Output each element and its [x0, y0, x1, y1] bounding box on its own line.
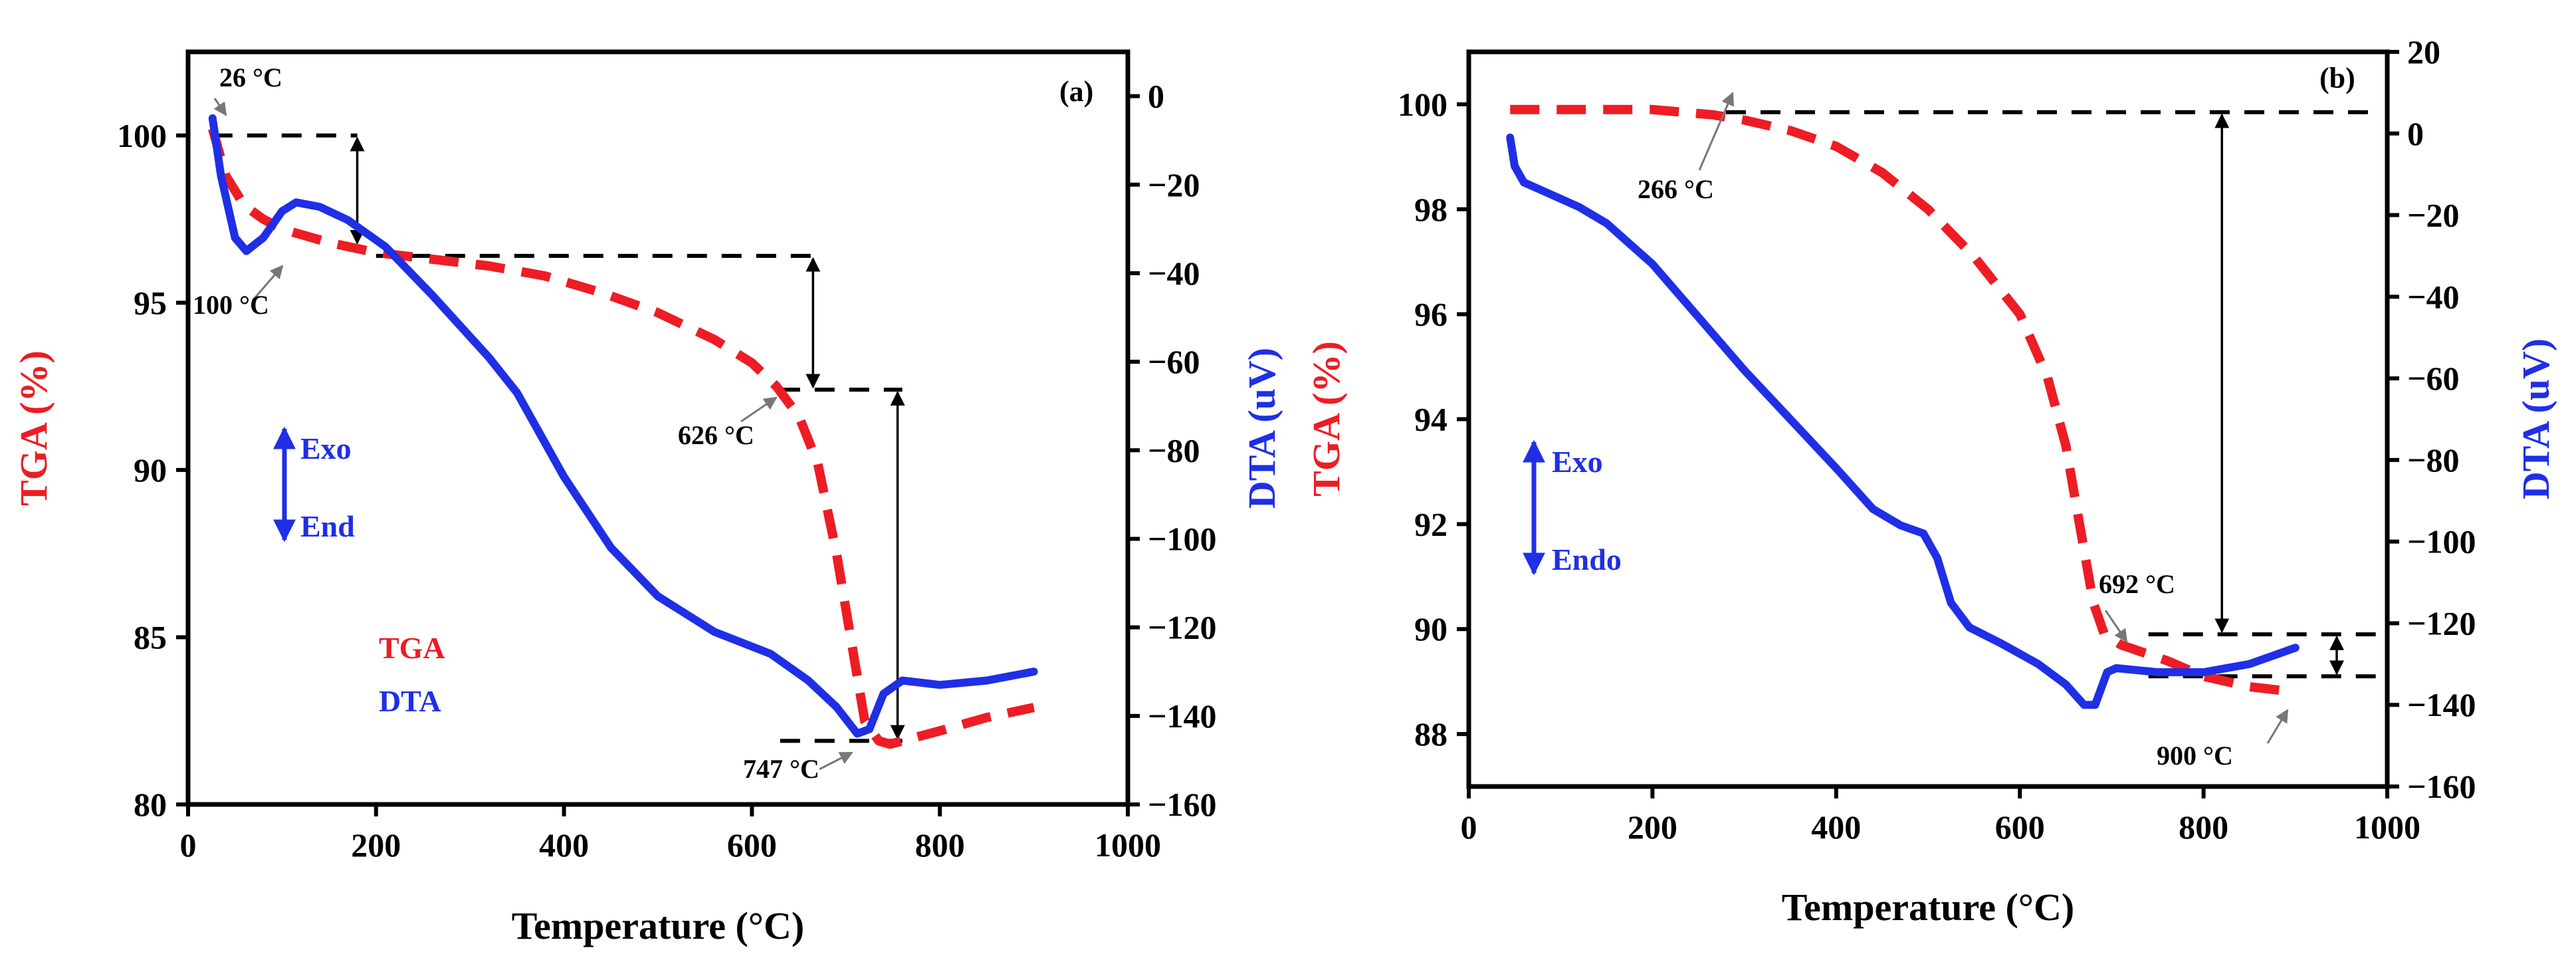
panel-label: (a) — [1059, 75, 1093, 108]
x-tick-label: 800 — [2179, 808, 2228, 846]
y-right-tick-label: −40 — [2407, 278, 2460, 315]
temperature-annotation: 747 °C — [743, 754, 819, 784]
y-right-tick-label: −80 — [2407, 441, 2460, 479]
y-right-axis-title: DTA (uV) — [2514, 338, 2557, 499]
temperature-annotation: 900 °C — [2157, 741, 2233, 771]
y-right-tick-label: −40 — [1148, 255, 1200, 292]
temperature-annotation: 100 °C — [193, 290, 269, 320]
x-axis-title: Temperature (°C) — [512, 904, 804, 947]
x-tick-label: 200 — [1628, 808, 1677, 846]
annotation-leader — [1698, 92, 1735, 171]
x-tick-label: 1000 — [2354, 808, 2420, 846]
annotation-leader — [740, 396, 778, 423]
temperature-annotation: 26 °C — [219, 62, 282, 92]
temperature-annotation: 692 °C — [2099, 569, 2175, 599]
y-left-tick-label: 95 — [134, 284, 167, 321]
y-right-tick-label: −20 — [2407, 197, 2460, 234]
endo-label: Endo — [1552, 542, 1622, 576]
exo-label: Exo — [1552, 445, 1603, 479]
legend-dta: DTA — [379, 684, 441, 718]
temperature-annotation: 626 °C — [678, 420, 754, 450]
y-right-tick-label: 20 — [2407, 33, 2440, 70]
dta-curve — [208, 114, 1038, 738]
x-tick-label: 400 — [1811, 808, 1861, 846]
annotation-leader — [213, 98, 227, 116]
y-left-tick-label: 92 — [1414, 505, 1448, 542]
y-left-tick-label: 98 — [1414, 191, 1448, 228]
y-left-tick-label: 90 — [1414, 610, 1448, 648]
y-right-tick-label: −120 — [1148, 609, 1217, 646]
y-right-tick-label: −140 — [1148, 697, 1217, 735]
y-left-tick-label: 100 — [1398, 86, 1448, 123]
y-right-tick-label: −100 — [2407, 523, 2476, 560]
exo-label: Exo — [300, 431, 352, 465]
plot-frame — [185, 49, 1130, 807]
y-left-tick-label: 80 — [134, 786, 167, 823]
y-left-tick-label: 100 — [117, 117, 167, 154]
y-right-tick-label: −80 — [1148, 431, 1200, 469]
legend-tga: TGA — [379, 631, 445, 665]
dta-curve — [1506, 133, 2300, 709]
annotation-leader — [819, 751, 853, 771]
temperature-annotation: 266 °C — [1638, 174, 1714, 204]
annotation-leader — [2104, 610, 2128, 643]
y-right-tick-label: −60 — [1148, 343, 1200, 380]
y-right-tick-label: 0 — [2407, 115, 2424, 152]
y-right-tick-label: −60 — [2407, 360, 2460, 397]
x-tick-label: 1000 — [1095, 826, 1161, 864]
y-left-tick-label: 96 — [1414, 296, 1448, 333]
y-right-tick-label: −140 — [2407, 686, 2476, 723]
y-right-tick-label: −20 — [1148, 166, 1200, 203]
panel-label: (b) — [2319, 62, 2355, 94]
x-tick-label: 0 — [180, 826, 197, 864]
y-left-tick-label: 85 — [134, 618, 167, 656]
x-tick-label: 0 — [1461, 808, 1477, 846]
y-left-tick-label: 90 — [134, 451, 167, 489]
tga-curve — [1510, 104, 2296, 697]
x-tick-label: 400 — [539, 826, 589, 864]
y-right-tick-label: −160 — [1148, 786, 1217, 823]
endo-label: End — [300, 509, 355, 543]
x-tick-label: 200 — [351, 826, 401, 864]
panel-a: 0 200 400 600 800 1000808590951000−20−40−60−8… — [12, 49, 1283, 947]
plot-frame — [1466, 49, 2390, 789]
y-right-tick-label: −100 — [1148, 520, 1217, 557]
y-left-axis-title: TGA (%) — [1305, 341, 1348, 497]
y-left-tick-label: 88 — [1414, 715, 1448, 753]
y-right-axis-title: DTA (uV) — [1240, 348, 1283, 509]
x-axis-title: Temperature (°C) — [1782, 886, 2074, 929]
panel-b: 0 200 400 600 800 1000889092949698100200−20−4… — [1305, 33, 2557, 929]
tga-curve — [208, 127, 1035, 749]
x-tick-label: 600 — [727, 826, 777, 864]
y-right-tick-label: −160 — [2407, 768, 2476, 805]
y-right-tick-label: −120 — [2407, 604, 2476, 642]
y-right-tick-label: 0 — [1148, 78, 1164, 115]
annotation-leader — [2266, 709, 2289, 744]
y-left-axis-title: TGA (%) — [12, 350, 55, 506]
x-tick-label: 600 — [1995, 808, 2045, 846]
annotation-leader — [251, 265, 284, 301]
x-tick-label: 800 — [915, 826, 965, 864]
y-left-tick-label: 94 — [1414, 401, 1448, 438]
